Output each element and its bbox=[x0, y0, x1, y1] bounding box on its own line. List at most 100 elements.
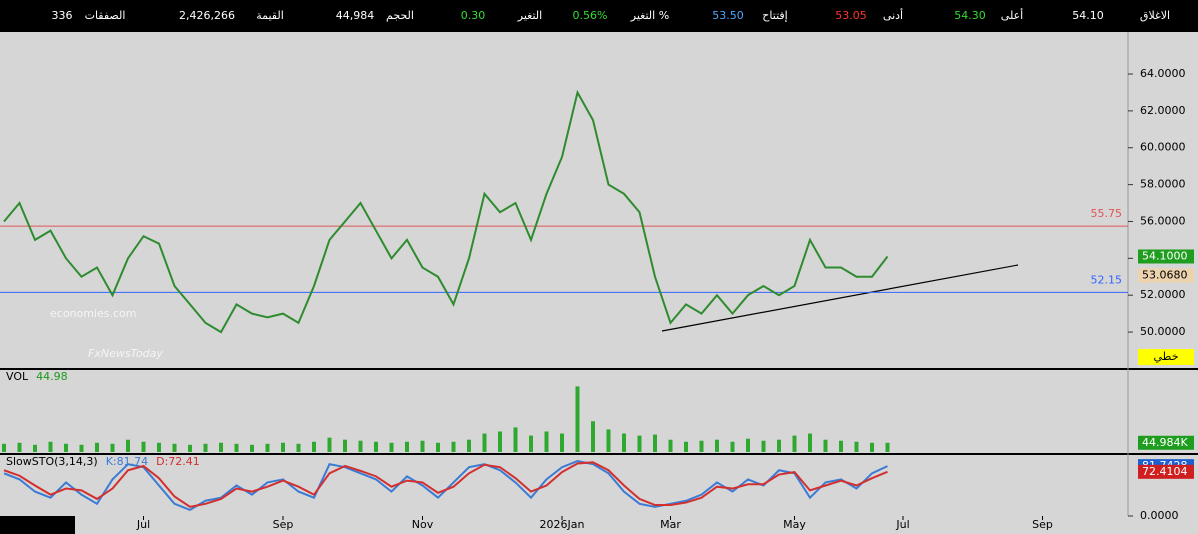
series-line bbox=[3, 89, 889, 334]
header-label: الصفقات bbox=[85, 9, 126, 22]
value-marker-label: 72.4104 bbox=[1142, 465, 1188, 478]
volume-bar bbox=[653, 434, 657, 452]
volume-bar bbox=[157, 442, 161, 452]
y-tick-label: 60.0000 bbox=[1140, 141, 1186, 154]
volume-bar bbox=[808, 433, 812, 452]
header-label: الاغلاق bbox=[1140, 9, 1170, 22]
volume-bar bbox=[839, 440, 843, 452]
x-axis-corner bbox=[0, 516, 75, 534]
volume-bar bbox=[513, 427, 518, 452]
volume-bar bbox=[17, 442, 22, 452]
volume-bar bbox=[591, 421, 595, 452]
legend-entry: K:81.74 bbox=[106, 455, 148, 468]
volume-bar bbox=[746, 438, 750, 452]
x-tick-label: 2026Jan bbox=[540, 518, 585, 531]
x-tick-label: Nov bbox=[412, 518, 434, 531]
chart-style-label: خطي bbox=[1154, 350, 1179, 363]
header-value: 0.56% bbox=[573, 9, 608, 22]
volume-bar bbox=[234, 443, 239, 452]
volume-bar bbox=[823, 439, 828, 452]
panel-value: 44.98 bbox=[36, 370, 68, 383]
y-tick-label: 56.0000 bbox=[1140, 214, 1186, 227]
value-marker bbox=[1138, 249, 1194, 264]
volume-bar bbox=[64, 443, 68, 452]
header-label: أعلى bbox=[1001, 8, 1023, 22]
volume-bar bbox=[699, 440, 704, 452]
volume-bar bbox=[389, 442, 394, 452]
volume-bar bbox=[668, 439, 673, 452]
price-panel bbox=[0, 32, 1198, 368]
volume-panel bbox=[0, 370, 1198, 453]
header-label: إفتتاح bbox=[762, 9, 787, 22]
value-marker-label: 53.0680 bbox=[1142, 269, 1188, 282]
volume-bar bbox=[296, 443, 301, 452]
x-tick-label: Jul bbox=[895, 518, 909, 531]
x-tick-label: Sep bbox=[273, 518, 294, 531]
volume-bar bbox=[529, 435, 533, 452]
volume-bar bbox=[761, 440, 766, 452]
header-value: 0.30 bbox=[461, 9, 486, 22]
header-value: 54.30 bbox=[954, 9, 986, 22]
volume-bar bbox=[33, 444, 37, 452]
volume-bar bbox=[436, 442, 440, 452]
header-label: التغير % bbox=[630, 9, 669, 22]
volume-bar bbox=[792, 435, 797, 452]
volume-bar bbox=[715, 439, 719, 452]
volume-bar bbox=[854, 441, 859, 452]
volume-bar bbox=[188, 444, 192, 452]
volume-bar bbox=[203, 443, 208, 452]
volume-bar bbox=[606, 429, 611, 452]
volume-bar bbox=[2, 443, 6, 452]
volume-bar bbox=[684, 441, 688, 452]
volume-bar bbox=[870, 442, 874, 452]
header-label: أدنى bbox=[883, 8, 903, 22]
level-label: 52.15 bbox=[1091, 273, 1123, 286]
panel-title: VOL bbox=[6, 370, 29, 383]
x-tick-label: Sep bbox=[1032, 518, 1053, 531]
x-tick-label: Jul bbox=[136, 518, 150, 531]
volume-bar bbox=[730, 441, 735, 452]
header-label: الحجم bbox=[386, 9, 414, 22]
volume-bar bbox=[141, 441, 146, 452]
volume-bar bbox=[250, 444, 254, 452]
header-value: 44,984 bbox=[336, 9, 375, 22]
volume-bar bbox=[420, 440, 425, 452]
value-marker-label: 54.1000 bbox=[1142, 249, 1188, 262]
volume-bar bbox=[48, 441, 53, 452]
volume-bar bbox=[281, 442, 285, 452]
header-value: 53.50 bbox=[712, 9, 744, 22]
volume-bar bbox=[312, 441, 316, 452]
header-bar bbox=[0, 0, 1198, 32]
volume-bar bbox=[622, 433, 626, 452]
volume-bar bbox=[343, 439, 347, 452]
volume-bar bbox=[560, 433, 564, 452]
watermark: economies.com bbox=[50, 307, 137, 320]
header-label: التغير bbox=[517, 9, 542, 22]
watermark: FxNewsToday bbox=[88, 347, 163, 360]
header-value: 336 bbox=[52, 9, 73, 22]
volume-bar bbox=[265, 443, 270, 452]
volume-bar bbox=[219, 442, 223, 452]
volume-bar bbox=[544, 431, 549, 452]
volume-bar bbox=[79, 444, 84, 452]
volume-bar bbox=[374, 441, 378, 452]
value-marker bbox=[1138, 435, 1194, 450]
value-marker-label: 44.984K bbox=[1142, 436, 1188, 449]
x-axis-bar bbox=[0, 516, 1198, 534]
panel-title: SlowSTO(3,14,3) bbox=[6, 455, 98, 468]
header-value: 2,426,266 bbox=[179, 9, 235, 22]
volume-bar bbox=[637, 435, 642, 452]
y-tick-label: 50.0000 bbox=[1140, 325, 1186, 338]
header-value: 54.10 bbox=[1072, 9, 1104, 22]
y-tick-label: 0.0000 bbox=[1140, 509, 1179, 522]
value-marker bbox=[1138, 268, 1194, 283]
volume-bar bbox=[110, 443, 115, 452]
y-tick-label: 64.0000 bbox=[1140, 67, 1186, 80]
chart-style-button bbox=[1138, 349, 1194, 365]
legend-entry: D:72.41 bbox=[156, 455, 200, 468]
header-value: 53.05 bbox=[835, 9, 867, 22]
volume-bar bbox=[172, 443, 177, 452]
volume-bar bbox=[405, 441, 409, 452]
